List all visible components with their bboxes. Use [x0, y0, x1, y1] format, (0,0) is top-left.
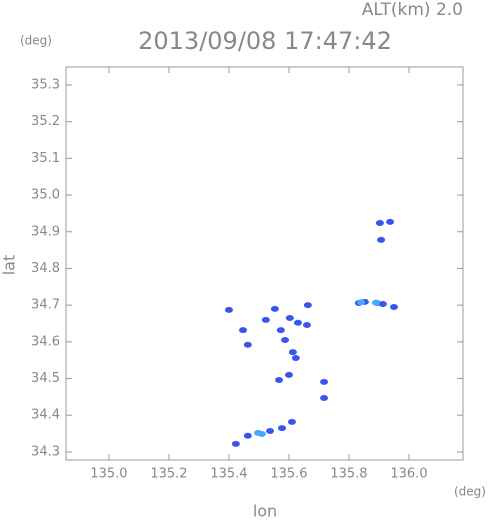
y-tick-label: 34.6	[31, 334, 60, 349]
echo-point	[270, 305, 279, 312]
echo-point	[285, 314, 294, 321]
echo-point	[386, 218, 395, 225]
echo-point	[293, 319, 302, 326]
echo-point	[288, 349, 297, 356]
echo-point	[287, 418, 296, 425]
echo-point	[320, 378, 329, 385]
echo-point	[275, 377, 284, 384]
echo-point	[284, 371, 293, 378]
y-tick-label: 35.1	[31, 151, 60, 166]
y-tick-label: 35.3	[31, 77, 60, 92]
x-axis-label: lon	[253, 502, 277, 521]
x-tick-label: 135.6	[270, 467, 307, 482]
y-tick-label: 34.9	[31, 224, 60, 239]
y-tick-label: 34.4	[31, 408, 60, 423]
echo-point	[302, 321, 311, 328]
echo-point	[243, 341, 252, 348]
echo-point	[320, 394, 329, 401]
y-tick-label: 34.5	[31, 371, 60, 386]
x-tick-label: 136.0	[390, 467, 427, 482]
plot-frame	[65, 66, 464, 461]
echo-point	[266, 428, 275, 435]
echo-point	[261, 316, 270, 323]
y-tick-label: 35.2	[31, 114, 60, 129]
x-tick-label: 135.0	[90, 467, 127, 482]
y-tick-label: 34.8	[31, 261, 60, 276]
echo-point	[243, 432, 252, 439]
altitude-annotation: ALT(km) 2.0	[362, 0, 463, 20]
echo-point	[377, 236, 386, 243]
x-unit: (deg)	[454, 485, 486, 499]
echo-point	[375, 219, 384, 226]
echo-point	[378, 301, 387, 308]
echo-point	[291, 354, 300, 361]
echo-point	[389, 303, 398, 310]
echo-point	[276, 327, 285, 334]
y-unit: (deg)	[20, 34, 52, 48]
echo-point	[257, 430, 266, 437]
chart-title: 2013/09/08 17:47:42	[138, 27, 392, 55]
y-axis-label: lat	[0, 255, 19, 276]
echo-point	[371, 299, 380, 306]
x-tick-label: 135.2	[150, 467, 187, 482]
x-tick-label: 135.4	[210, 467, 247, 482]
echo-point	[356, 299, 365, 306]
x-tick-label: 135.8	[330, 467, 367, 482]
echo-point	[231, 440, 240, 447]
y-tick-label: 34.7	[31, 298, 60, 313]
echo-point	[224, 306, 233, 313]
echo-point	[278, 425, 287, 432]
y-tick-label: 34.3	[31, 444, 60, 459]
echo-point	[303, 302, 312, 309]
echo-point	[281, 337, 290, 344]
echo-point	[239, 327, 248, 334]
y-tick-label: 35.0	[31, 188, 60, 203]
